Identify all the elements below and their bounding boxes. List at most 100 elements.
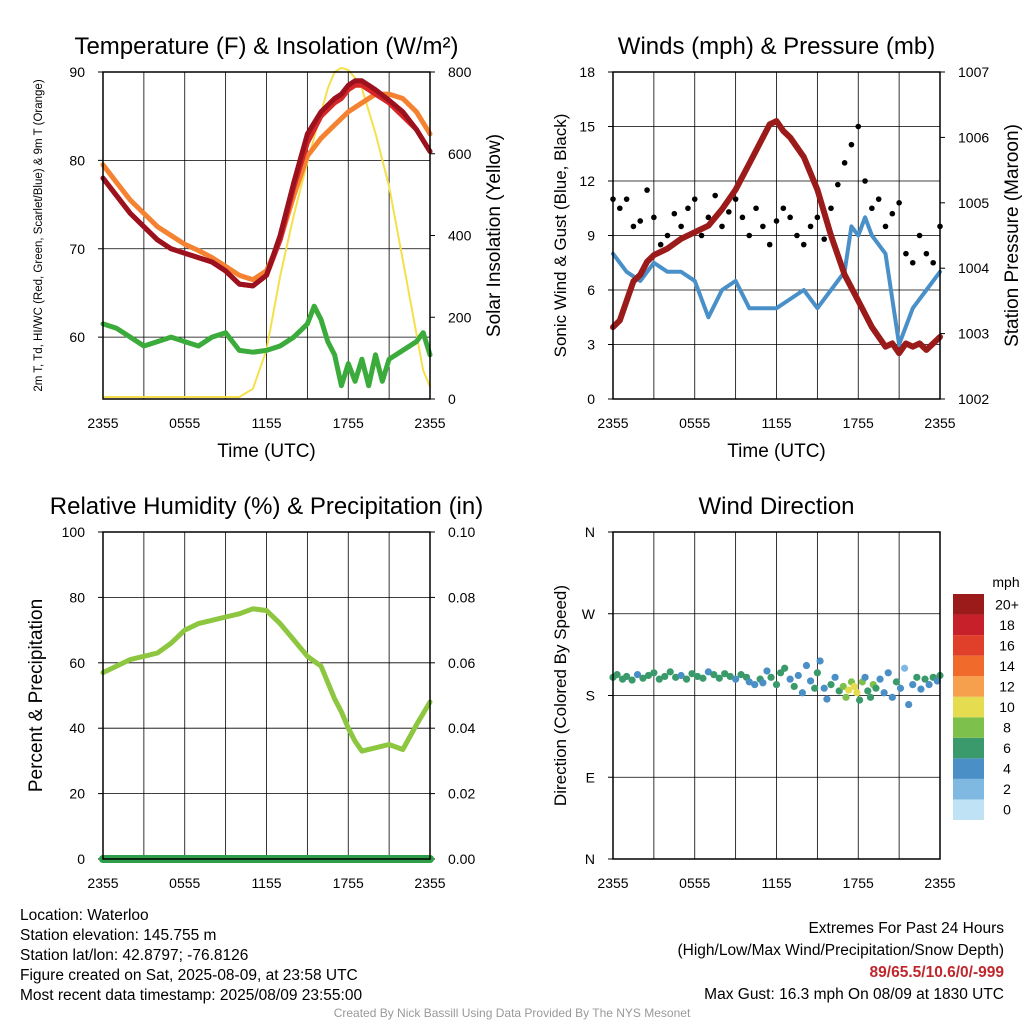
colorbar-swatch [953,676,984,697]
x-tick-label: 0555 [679,415,710,431]
direction-point [661,672,669,681]
y-tick-label: 40 [69,720,85,736]
direction-point [628,676,636,684]
y-tick-label: N [585,524,595,540]
series-heat-index [100,78,433,289]
direction-point [864,687,872,695]
gust-point [814,214,821,221]
panel-humidity: 2355 0555 1155 1755 23550204060801000.000.02… [26,493,483,891]
colorbar-label: 8 [1003,720,1011,736]
direction-point [831,673,839,681]
gust-point [671,210,678,217]
x-tick-label: 0555 [169,415,200,431]
colorbar-swatch [953,594,984,615]
gust-point [903,250,909,257]
direction-point [896,684,905,692]
gust-point [889,210,896,217]
gust-point [657,241,664,248]
x-axis-label: Time (UTC) [727,441,826,462]
y-right-tick-label: 0.00 [448,851,475,867]
direction-point [811,684,819,692]
direction-point [699,674,707,682]
direction-point [866,693,875,701]
x-tick-label: 2355 [924,415,955,431]
y-right-tick-label: 1007 [958,64,989,80]
x-tick-label: 2355 [924,875,955,891]
direction-point [726,672,734,681]
chart-title: Winds (mph) & Pressure (mb) [618,33,935,60]
direction-point [892,678,901,686]
gust-point [753,205,759,212]
direction-point [853,689,861,697]
y-right-tick-label: 0.04 [448,720,475,736]
gust-point [685,205,691,212]
gust-point [719,223,725,230]
gust-point [678,223,684,230]
gust-point [930,259,936,266]
colorbar-label: 10 [999,699,1015,715]
direction-point [850,682,858,691]
colorbar-swatch [953,737,984,759]
colorbar-swatch [953,799,984,820]
gust-point [875,196,882,202]
x-tick-label: 0555 [169,875,200,891]
y-tick-label: 18 [579,64,595,80]
y-right-tick-label: 400 [448,228,472,244]
colorbar-swatch [953,778,984,800]
direction-point [623,672,631,681]
extremes-info: Extremes For Past 24 Hours (High/Low/Max… [678,918,1005,1006]
gust-point [630,223,637,230]
chart-title: Relative Humidity (%) & Precipitation (i… [50,493,483,520]
panel-temperature: 2355 0555 1155 1755 2355 60 70 80 90 0 200 400 600 80… [33,33,505,462]
chart-title: Wind Direction [698,493,854,520]
plot-frame [612,531,941,860]
x-tick-label: 1755 [843,875,874,891]
y-tick-label: 12 [579,173,595,189]
y-tick-label: 80 [69,152,85,168]
gust-point [848,141,855,148]
colorbar-swatch [953,655,984,677]
direction-point [786,675,794,683]
direction-point [872,684,880,692]
direction-point [688,670,696,678]
direction-point [790,682,798,691]
gust-point [766,241,773,248]
gust-point [828,205,834,212]
y-tick-label: 100 [62,524,86,540]
direction-point [772,681,781,689]
direction-point [655,675,663,683]
gust-point [862,178,868,184]
direction-point [823,695,831,703]
y-tick-label: N [585,851,595,867]
colorbar-label: 4 [1003,761,1011,777]
direction-point [909,681,917,689]
direction-point [763,667,771,675]
direction-point [921,675,929,683]
gust-point [916,232,923,239]
created-text: Figure created on Sat, 2025-08-09, at 23… [20,967,358,984]
gust-point [746,232,753,239]
direction-point [633,671,642,679]
direction-point [905,700,913,709]
speed-colorbar: 0 2 4 6 8 10 12 14 16 18 20+ mph [953,574,1020,820]
gust-point [732,196,739,202]
y-tick-label: S [586,688,595,704]
direction-point [732,675,740,683]
direction-point [745,678,753,686]
y-tick-label: 3 [587,337,595,353]
x-tick-label: 1755 [843,415,874,431]
direction-point [913,673,921,681]
direction-point [816,657,824,665]
x-tick-label: 1155 [761,415,791,431]
colorbar-label: 6 [1003,740,1011,756]
direction-point [710,671,718,679]
gust-point [923,250,930,257]
y-right-tick-label: 1004 [958,260,989,276]
direction-point [613,671,621,679]
direction-point [759,679,767,687]
direction-point [715,674,723,682]
direction-point [839,682,847,691]
colorbar-label: 14 [999,658,1015,674]
colorbar-label: 12 [999,678,1015,694]
